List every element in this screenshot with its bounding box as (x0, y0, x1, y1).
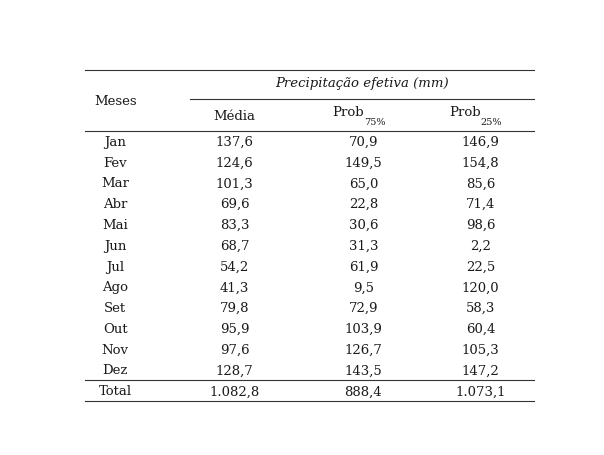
Text: Prob: Prob (449, 106, 480, 119)
Text: 9,5: 9,5 (353, 281, 374, 293)
Text: 60,4: 60,4 (466, 322, 495, 335)
Text: 69,6: 69,6 (220, 198, 249, 211)
Text: 120,0: 120,0 (461, 281, 500, 293)
Text: 154,8: 154,8 (461, 156, 500, 169)
Text: 143,5: 143,5 (344, 364, 382, 377)
Text: 68,7: 68,7 (220, 239, 249, 252)
Text: 101,3: 101,3 (216, 177, 254, 190)
Text: 124,6: 124,6 (216, 156, 254, 169)
Text: 71,4: 71,4 (466, 198, 495, 211)
Text: 41,3: 41,3 (220, 281, 249, 293)
Text: Dez: Dez (103, 364, 128, 377)
Text: 22,8: 22,8 (349, 198, 378, 211)
Text: 149,5: 149,5 (344, 156, 382, 169)
Text: 888,4: 888,4 (344, 384, 382, 397)
Text: 128,7: 128,7 (216, 364, 254, 377)
Text: Meses: Meses (94, 95, 137, 107)
Text: 79,8: 79,8 (220, 301, 249, 314)
Text: 70,9: 70,9 (349, 136, 378, 148)
Text: Jun: Jun (104, 239, 126, 252)
Text: 61,9: 61,9 (349, 260, 378, 273)
Text: Mai: Mai (103, 218, 128, 232)
Text: 98,6: 98,6 (466, 218, 495, 232)
Text: 103,9: 103,9 (344, 322, 382, 335)
Text: 137,6: 137,6 (216, 136, 254, 148)
Text: Mar: Mar (101, 177, 129, 190)
Text: 83,3: 83,3 (220, 218, 249, 232)
Text: Out: Out (103, 322, 127, 335)
Text: Abr: Abr (103, 198, 127, 211)
Text: 31,3: 31,3 (349, 239, 378, 252)
Text: 75%: 75% (364, 118, 385, 126)
Text: Total: Total (98, 384, 132, 397)
Text: 22,5: 22,5 (466, 260, 495, 273)
Text: 1.073,1: 1.073,1 (455, 384, 506, 397)
Text: 58,3: 58,3 (466, 301, 495, 314)
Text: 54,2: 54,2 (220, 260, 249, 273)
Text: Fev: Fev (103, 156, 127, 169)
Text: 1.082,8: 1.082,8 (210, 384, 260, 397)
Text: Nov: Nov (102, 343, 129, 356)
Text: 146,9: 146,9 (461, 136, 500, 148)
Text: 147,2: 147,2 (461, 364, 500, 377)
Text: 105,3: 105,3 (461, 343, 500, 356)
Text: Precipitação efetiva (mm): Precipitação efetiva (mm) (275, 77, 449, 90)
Text: 65,0: 65,0 (349, 177, 378, 190)
Text: Ago: Ago (102, 281, 128, 293)
Text: 2,2: 2,2 (470, 239, 491, 252)
Text: Prob: Prob (332, 106, 364, 119)
Text: 85,6: 85,6 (466, 177, 495, 190)
Text: 97,6: 97,6 (220, 343, 249, 356)
Text: Média: Média (214, 109, 255, 122)
Text: 25%: 25% (481, 118, 503, 126)
Text: 95,9: 95,9 (220, 322, 249, 335)
Text: 126,7: 126,7 (344, 343, 382, 356)
Text: Jul: Jul (106, 260, 124, 273)
Text: Set: Set (104, 301, 126, 314)
Text: 72,9: 72,9 (349, 301, 378, 314)
Text: Jan: Jan (104, 136, 126, 148)
Text: 30,6: 30,6 (349, 218, 378, 232)
